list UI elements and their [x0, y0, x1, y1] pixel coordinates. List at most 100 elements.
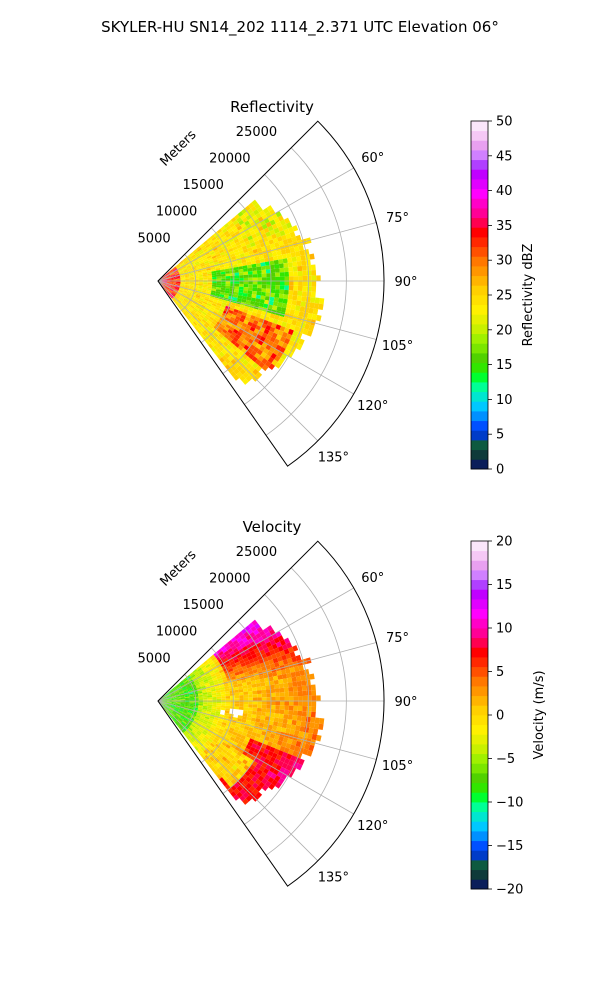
field-cell: [208, 697, 213, 699]
field-cell: [260, 295, 265, 299]
field-cell: [286, 724, 291, 729]
field-cell: [293, 686, 298, 691]
radial-tick-label: 25000: [236, 545, 277, 560]
field-cell: [289, 272, 294, 277]
field-cell: [260, 262, 265, 266]
colorbar-swatch: [471, 140, 488, 150]
field-cell: [239, 287, 244, 290]
field-cell: [283, 263, 288, 268]
field-cell: [221, 703, 226, 706]
colorbar-tick-label: 10: [496, 393, 513, 408]
colorbar-swatch: [471, 440, 488, 450]
field-cell: [275, 688, 280, 693]
field-cell: [288, 682, 293, 687]
reflectivity-radial-label: Meters: [158, 127, 200, 169]
field-cell: [221, 285, 226, 288]
colorbar-swatch: [471, 589, 488, 599]
field-cell: [294, 276, 299, 281]
field-cell: [298, 706, 303, 711]
field-cell: [286, 304, 291, 309]
field-cell: [280, 277, 285, 281]
field-cell: [298, 701, 303, 706]
colorbar-tick-label: −5: [496, 752, 515, 767]
azimuth-tick-label: 105°: [382, 759, 413, 774]
field-cell: [292, 300, 297, 305]
field-cell: [221, 274, 226, 277]
field-cell: [306, 680, 311, 686]
azimuth-tick-label: 135°: [318, 450, 349, 465]
field-cell: [275, 709, 280, 714]
field-cell: [274, 680, 279, 685]
field-cell: [280, 272, 285, 277]
colorbar-swatch: [471, 792, 488, 802]
field-cell: [203, 283, 208, 285]
colorbar-swatch: [471, 285, 488, 295]
field-cell: [253, 281, 258, 284]
field-cell: [257, 277, 262, 281]
field-cell: [316, 695, 321, 701]
field-cell: [257, 690, 262, 694]
field-cell: [230, 281, 235, 284]
colorbar-swatch: [471, 763, 488, 773]
field-cell: [278, 679, 283, 684]
field-cell: [284, 692, 289, 697]
field-cell: [292, 257, 297, 262]
field-cell: [286, 673, 291, 678]
colorbar-tick-label: −10: [496, 796, 523, 811]
field-cell: [291, 305, 296, 311]
field-cell: [284, 687, 289, 692]
field-cell: [230, 706, 235, 709]
field-cell: [284, 272, 289, 277]
field-cell: [253, 698, 258, 701]
field-cell: [235, 698, 240, 701]
field-cell: [253, 284, 258, 288]
field-cell: [274, 684, 279, 689]
field-cell: [248, 278, 253, 281]
field-cell: [291, 725, 296, 731]
field-cell: [292, 720, 297, 725]
field-cell: [239, 692, 244, 695]
field-cell: [292, 681, 297, 686]
field-cell: [260, 682, 265, 686]
field-cell: [235, 701, 240, 704]
field-cell: [235, 275, 240, 278]
field-cell: [294, 281, 299, 286]
field-cell: [203, 703, 208, 705]
colorbar-swatch: [471, 353, 488, 363]
field-cell: [280, 697, 285, 701]
field-cell: [282, 303, 287, 308]
field-cell: [261, 292, 266, 296]
colorbar-swatch: [471, 401, 488, 411]
field-cell: [226, 703, 231, 706]
field-cell: [275, 692, 280, 696]
field-cell: [311, 292, 316, 298]
field-cell: [266, 689, 271, 693]
colorbar-tick-label: 45: [496, 149, 513, 164]
field-cell: [275, 289, 280, 294]
field-cell: [274, 293, 279, 298]
field-cell: [248, 274, 253, 277]
field-cell: [316, 275, 321, 281]
radial-tick-label: 5000: [138, 651, 171, 666]
field-cell: [288, 262, 293, 267]
field-cell: [212, 703, 217, 705]
field-cell: [253, 278, 258, 281]
field-cell: [288, 267, 293, 272]
field-cell: [279, 268, 284, 273]
colorbar-swatch: [471, 618, 488, 628]
field-cell: [278, 259, 283, 264]
field-cell: [288, 710, 293, 715]
field-cell: [271, 701, 276, 705]
colorbar-swatch: [471, 560, 488, 570]
field-cell: [287, 719, 292, 724]
field-cell: [252, 267, 257, 271]
field-cell: [243, 287, 248, 290]
field-cell: [287, 299, 292, 304]
field-cell: [266, 289, 271, 293]
field-cell: [271, 273, 276, 277]
field-cell: [226, 283, 231, 286]
colorbar-swatch: [471, 324, 488, 334]
field-cell: [266, 705, 271, 709]
field-cell: [261, 288, 266, 292]
